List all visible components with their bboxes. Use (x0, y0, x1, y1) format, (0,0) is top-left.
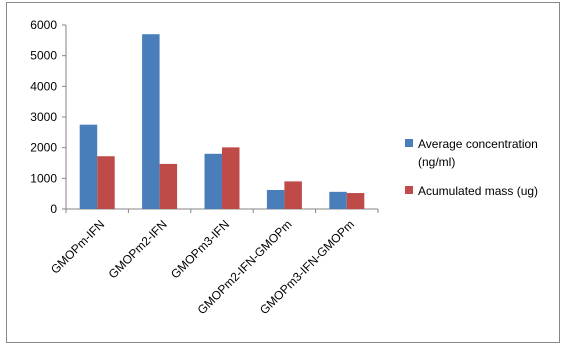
bar-acumulated-mass (97, 156, 115, 209)
bar-series-group (79, 34, 365, 210)
y-tick-label: 6000 (30, 18, 57, 32)
y-tick-label: 1000 (30, 171, 57, 185)
legend-label: Acumulated mass (ug) (418, 184, 538, 198)
bar-acumulated-mass (346, 193, 365, 209)
y-tick-label: 0 (50, 202, 57, 216)
legend-swatch (405, 139, 413, 147)
y-tick-label: 3000 (30, 110, 57, 124)
legend-label: Average concentration (418, 137, 538, 151)
bar-acumulated-mass (222, 147, 240, 209)
bar-average-concentration (204, 153, 222, 209)
y-tick-label: 2000 (30, 141, 57, 155)
y-tick-label: 4000 (30, 79, 57, 93)
y-tick-label: 5000 (30, 49, 57, 63)
y-axis: 0 1000 2000 3000 4000 5000 6000 (30, 18, 67, 216)
bar-acumulated-mass (284, 181, 302, 209)
bar-acumulated-mass (159, 163, 178, 209)
legend-swatch (405, 186, 413, 194)
bar-average-concentration (266, 189, 285, 209)
legend-label: (ng/ml) (418, 155, 455, 169)
legend: Average concentration (ng/ml) Acumulated m… (405, 137, 538, 198)
bar-average-concentration (79, 124, 98, 209)
bar-average-concentration (142, 34, 160, 210)
bar-average-concentration (329, 191, 347, 209)
